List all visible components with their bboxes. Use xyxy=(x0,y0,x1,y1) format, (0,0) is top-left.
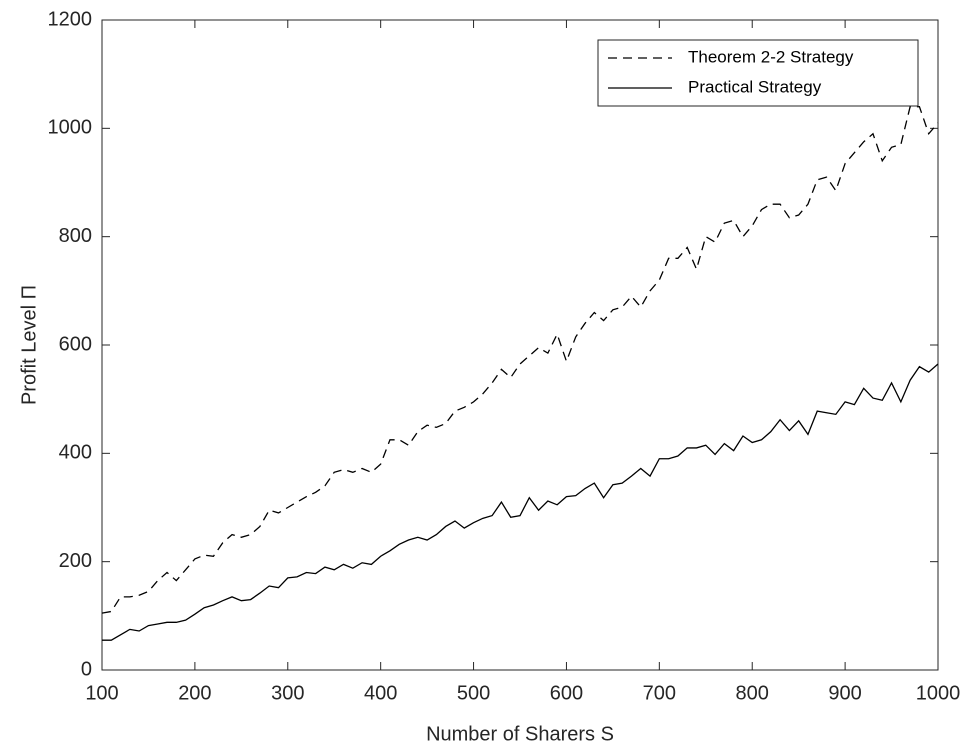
legend: Theorem 2-2 Strategy Practical Strategy xyxy=(597,39,919,107)
x-axis-label: Number of Sharers S xyxy=(426,723,614,745)
x-tick-label: 500 xyxy=(457,682,490,704)
plot-area xyxy=(101,19,939,671)
x-tick-label: 200 xyxy=(178,682,211,704)
x-tick-label: 600 xyxy=(550,682,583,704)
x-tick-label: 700 xyxy=(643,682,676,704)
y-tick-label: 400 xyxy=(59,442,92,464)
y-tick-label: 200 xyxy=(59,550,92,572)
x-tick-label: 800 xyxy=(736,682,769,704)
x-tick-label: 1000 xyxy=(916,682,961,704)
legend-label: Practical Strategy xyxy=(688,77,822,96)
y-tick-label: 1000 xyxy=(48,117,93,139)
y-tick-label: 600 xyxy=(59,333,92,355)
x-tick-label: 300 xyxy=(271,682,304,704)
y-tick-label: 800 xyxy=(59,225,92,247)
x-tick-label: 100 xyxy=(85,682,118,704)
x-tick-label: 900 xyxy=(828,682,861,704)
y-tick-label: 0 xyxy=(81,658,92,680)
data-line xyxy=(101,106,939,614)
legend-label: Theorem 2-2 Strategy xyxy=(688,47,854,66)
legend-box xyxy=(597,39,919,107)
y-axis-label: Profit Level Π xyxy=(18,285,40,405)
x-tick-label: 400 xyxy=(364,682,397,704)
y-tick-label: 1200 xyxy=(48,8,93,30)
data-line xyxy=(102,363,939,641)
